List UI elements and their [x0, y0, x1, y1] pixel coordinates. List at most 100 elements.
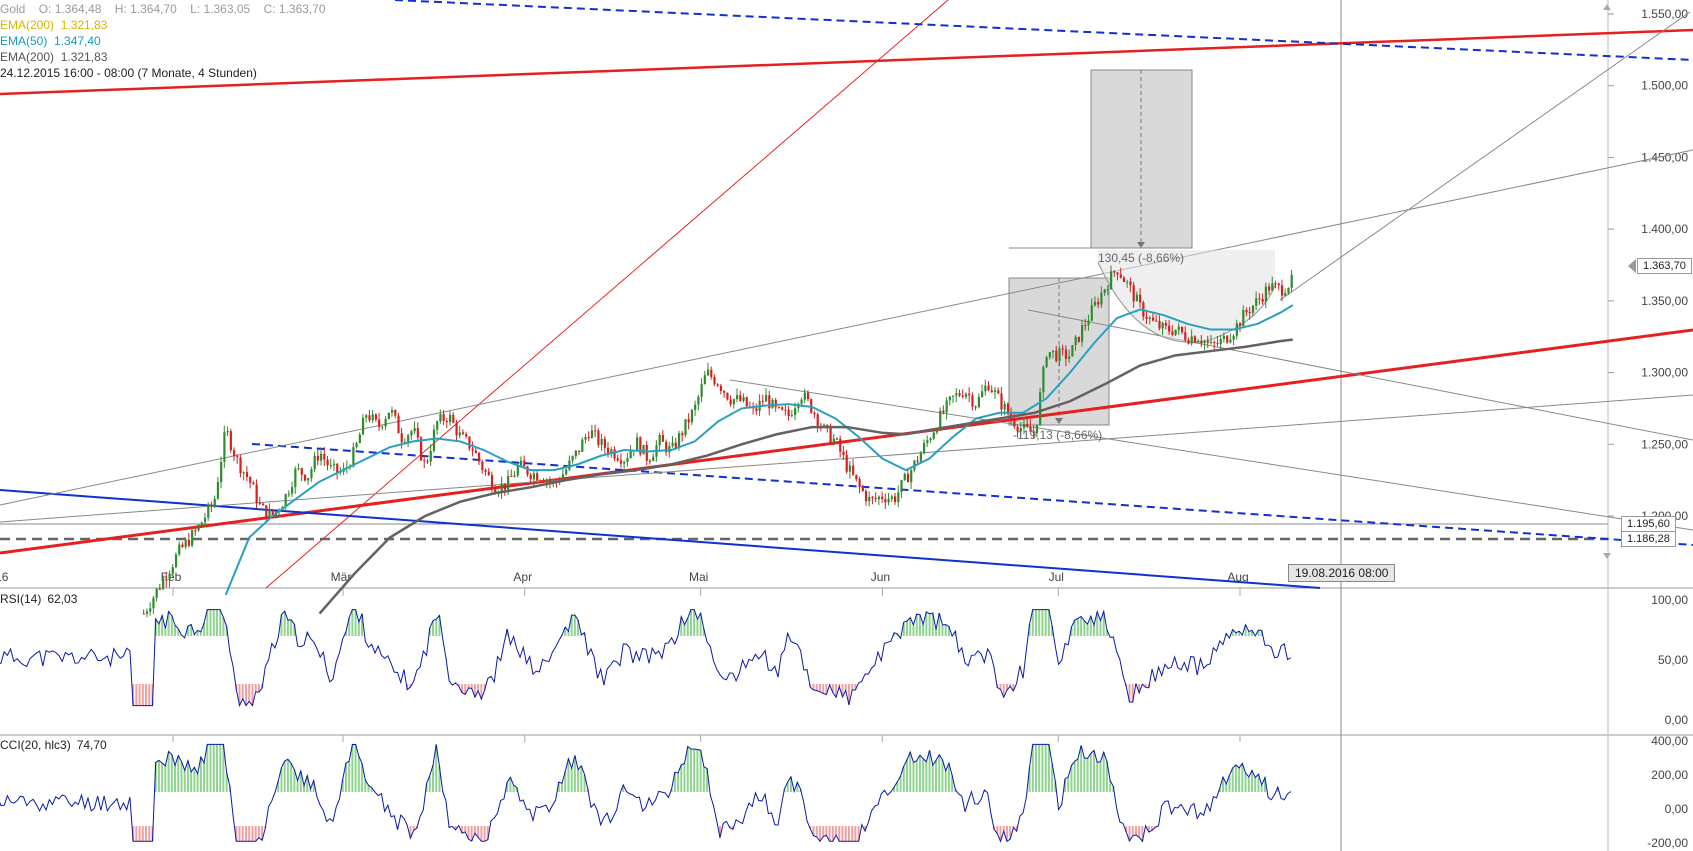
candle-body — [1200, 341, 1203, 344]
candle-body — [181, 544, 184, 547]
candle-body — [929, 438, 932, 441]
candle-body — [613, 449, 616, 459]
candle-body — [984, 385, 987, 392]
candle-body — [603, 438, 606, 448]
candle-body — [665, 441, 668, 453]
candle-body — [1287, 288, 1290, 294]
y-tick-label: 1.400,00 — [1641, 222, 1688, 236]
cci-line — [0, 743, 1292, 843]
candle-body — [461, 432, 465, 435]
candle-body — [958, 393, 961, 396]
candle-body — [774, 399, 777, 408]
scroll-up-icon — [1603, 4, 1611, 10]
candle-body — [358, 434, 361, 444]
candle-body — [794, 408, 797, 416]
cci-tick-label: 0,00 — [1665, 802, 1689, 816]
candle-body — [429, 451, 432, 462]
candle-body — [839, 438, 842, 452]
candle-body — [1029, 426, 1032, 432]
candle-body — [600, 438, 603, 445]
candle-body — [374, 414, 378, 420]
candle-body — [407, 435, 410, 442]
candle-body — [594, 430, 597, 432]
candle-body — [1113, 271, 1116, 273]
trendline-blue-dashed-lower — [251, 443, 1693, 546]
candle-body — [810, 399, 813, 413]
candle-body — [1161, 322, 1164, 329]
candle-body — [987, 385, 990, 391]
candle-body — [571, 456, 574, 461]
candle-body — [1074, 336, 1077, 346]
candle-body — [977, 397, 981, 407]
candle-body — [158, 588, 162, 590]
candle-body — [1284, 293, 1287, 296]
candle-body — [1081, 325, 1084, 342]
candle-body — [416, 428, 419, 438]
candle-body — [1261, 298, 1264, 302]
ema200-line — [318, 338, 1293, 615]
legend-ema200-b: EMA(200) 1.321,83 — [0, 50, 108, 64]
candle-body — [1206, 341, 1209, 343]
candle-body — [478, 452, 481, 462]
candle-body — [661, 434, 665, 442]
candle-body — [1255, 298, 1258, 306]
candle-body — [1110, 271, 1113, 290]
candle-body — [171, 567, 174, 574]
candle-body — [874, 498, 877, 500]
cci-tick-label: -200,00 — [1647, 836, 1688, 850]
candle-body — [1248, 312, 1251, 314]
candle-body — [1106, 289, 1109, 291]
candle-body — [1174, 329, 1177, 335]
candle-body — [968, 393, 971, 396]
candle-body — [1048, 352, 1051, 358]
low-value: L: 1.363,05 — [190, 2, 251, 16]
candle-body — [719, 385, 723, 391]
candle-body — [1180, 326, 1184, 333]
candle-body — [1100, 292, 1103, 305]
candle-body — [771, 399, 774, 409]
candle-body — [165, 578, 168, 581]
candle-body — [149, 608, 152, 612]
candle-body — [1213, 341, 1216, 343]
cursor-date-tag: 19.08.2016 08:00 — [1288, 564, 1396, 582]
candle-body — [1216, 342, 1219, 344]
candle-body — [481, 461, 484, 470]
candle-body — [242, 472, 245, 474]
candle-body — [390, 409, 394, 413]
candle-body — [384, 418, 387, 427]
candle-body — [687, 419, 690, 423]
candle-body — [194, 530, 197, 532]
candle-body — [542, 480, 545, 483]
candle-body — [739, 395, 742, 401]
candle-body — [200, 522, 203, 525]
level-tag-2: 1.186,28 — [1621, 531, 1676, 547]
candle-body — [152, 597, 155, 609]
candle-body — [910, 470, 913, 483]
candle-body — [297, 468, 300, 470]
chart-legend: Gold O: 1.364,48 H: 1.364,70 L: 1.363,05… — [0, 1, 336, 81]
candle-body — [1258, 298, 1261, 300]
candle-body — [948, 396, 951, 401]
candle-body — [597, 430, 600, 445]
ohlc-values: O: 1.364,48 H: 1.364,70 L: 1.363,05 C: 1… — [39, 2, 336, 16]
candle-body — [806, 392, 810, 400]
candle-body — [871, 496, 874, 499]
trendline-blue-solid — [0, 489, 1321, 589]
candle-body — [1022, 423, 1026, 428]
candle-body — [777, 407, 781, 409]
candle-body — [1019, 427, 1022, 432]
candle-body — [1290, 274, 1293, 289]
candle-body — [877, 496, 881, 500]
rsi-line — [0, 609, 1291, 708]
candle-body — [826, 424, 829, 427]
candle-body — [761, 400, 764, 402]
candle-body — [961, 395, 964, 397]
candle-body — [1055, 350, 1058, 362]
trendline-blue-dashed-upper — [394, 0, 1693, 61]
candle-body — [884, 499, 887, 503]
candle-body — [387, 412, 390, 419]
candle-body — [294, 468, 297, 488]
candle-body — [1058, 348, 1061, 362]
candle-body — [468, 436, 471, 449]
